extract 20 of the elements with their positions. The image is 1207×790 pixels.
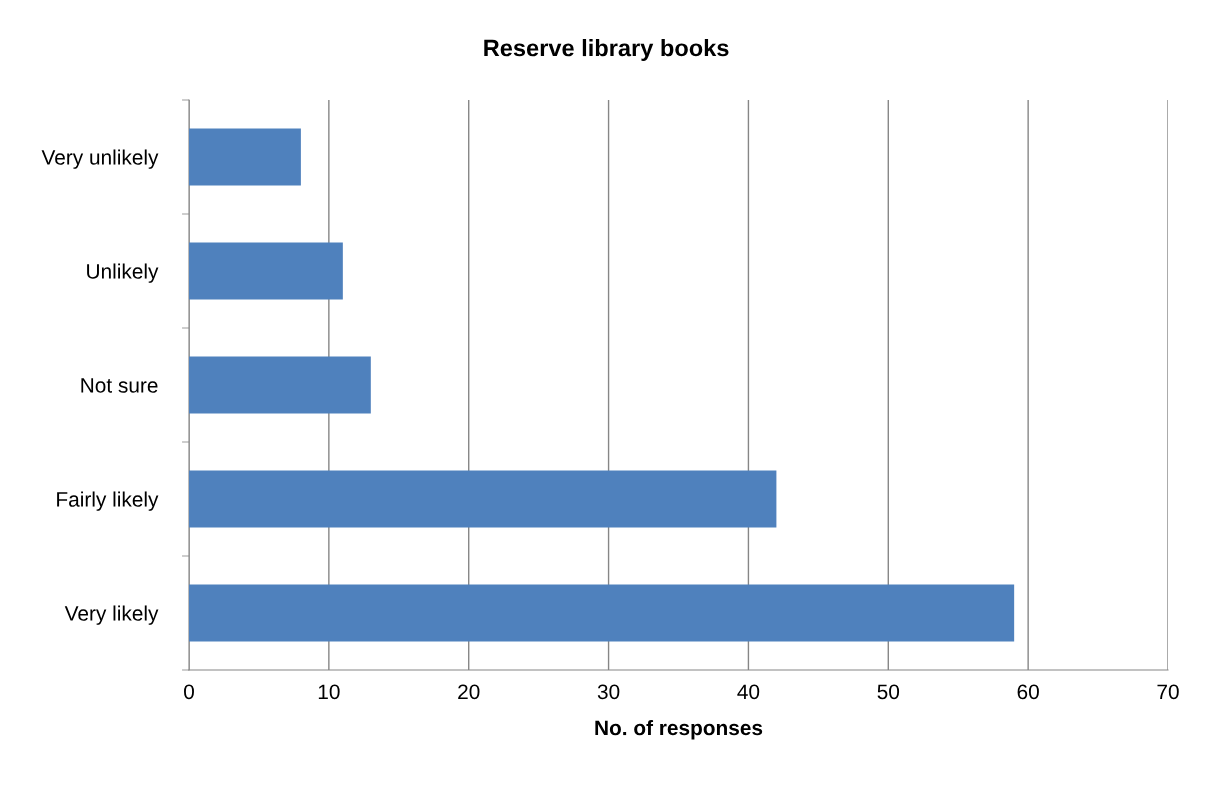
- x-tick-label: 40: [737, 684, 760, 700]
- bar: [189, 584, 1015, 642]
- y-tick-label: Very unlikely: [41, 149, 159, 169]
- x-tick-label: 60: [1017, 684, 1039, 700]
- x-tick-label: 70: [1157, 684, 1179, 700]
- x-tick-label: 20: [458, 684, 480, 700]
- y-tick-label: Unlikely: [87, 263, 159, 283]
- x-tick-label: 10: [318, 684, 340, 700]
- bar: [189, 128, 301, 186]
- y-tick-label: Not sure: [81, 378, 158, 393]
- chart-title: Reserve library books: [484, 39, 729, 61]
- y-tick-label: Fairly likely: [57, 491, 159, 511]
- bar: [189, 356, 371, 414]
- bar: [189, 470, 777, 528]
- x-axis-title: No. of responses: [595, 719, 763, 740]
- bar: [189, 242, 343, 300]
- x-tick-label: 30: [597, 684, 620, 700]
- x-tick-label: 0: [184, 684, 194, 700]
- x-tick-label: 50: [877, 684, 900, 700]
- y-tick-label: Very likely: [64, 605, 159, 625]
